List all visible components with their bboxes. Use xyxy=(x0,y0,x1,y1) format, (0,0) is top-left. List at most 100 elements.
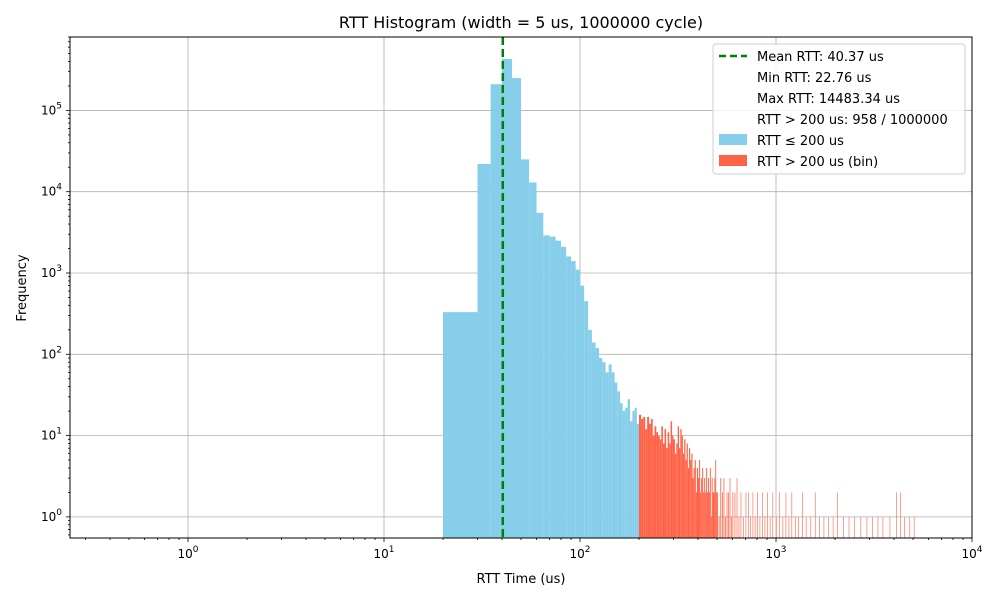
histogram-bar xyxy=(699,460,701,538)
y-tick-label: 104 xyxy=(41,183,62,199)
histogram-bar xyxy=(588,329,592,538)
histogram-bar xyxy=(639,414,642,538)
histogram-bar xyxy=(723,478,725,538)
histogram-bar xyxy=(810,516,812,538)
histogram-bar xyxy=(695,492,697,538)
histogram-bar xyxy=(698,478,700,538)
legend-min-label: Min RTT: 22.76 us xyxy=(757,71,872,86)
histogram-bar xyxy=(627,399,631,538)
histogram-bar xyxy=(657,435,660,538)
histogram-bar xyxy=(681,435,683,538)
histogram-bar xyxy=(882,516,884,538)
histogram-bar xyxy=(662,443,665,538)
histogram-bar xyxy=(477,163,491,538)
histogram-bar xyxy=(634,407,637,538)
histogram-bar xyxy=(703,492,705,538)
histogram-bar xyxy=(788,516,790,538)
histogram-bar xyxy=(706,467,708,538)
histogram-bar xyxy=(721,492,723,538)
histogram-bar xyxy=(512,78,521,538)
x-axis-ticks: 100 101 102 103 104 xyxy=(85,538,983,561)
y-tick-label: 105 xyxy=(41,101,62,117)
histogram-bar xyxy=(872,516,873,538)
legend-normal-label: RTT ≤ 200 us xyxy=(757,134,844,149)
histogram-bar xyxy=(625,407,628,538)
histogram-bar xyxy=(682,453,685,538)
histogram-bar xyxy=(689,448,691,538)
histogram-bar xyxy=(670,421,673,538)
histogram-bar xyxy=(726,492,728,538)
histogram-bar xyxy=(748,492,749,538)
histogram-bar xyxy=(690,460,692,538)
histogram-bar xyxy=(712,492,714,538)
histogram-bar xyxy=(608,364,612,538)
histogram-bar xyxy=(805,516,807,538)
histogram-bar xyxy=(614,382,618,538)
y-tick-label: 102 xyxy=(41,345,62,361)
histogram-bar xyxy=(754,516,756,538)
histogram-bar xyxy=(819,516,820,538)
histogram-bar xyxy=(837,492,838,538)
histogram-bar xyxy=(521,159,530,538)
histogram-bar xyxy=(672,435,674,538)
y-tick-label: 101 xyxy=(41,427,62,443)
histogram-bar xyxy=(543,235,550,538)
bars-outlier-series xyxy=(639,414,915,538)
legend-outlier-label: RTT > 200 us (bin) xyxy=(757,155,878,170)
x-tick-label: 101 xyxy=(373,545,394,561)
histogram-bar xyxy=(814,492,816,538)
histogram-bar xyxy=(645,429,648,538)
histogram-bar xyxy=(667,432,670,538)
histogram-bar xyxy=(843,516,844,538)
histogram-bar xyxy=(728,492,729,538)
histogram-bar xyxy=(716,492,717,538)
histogram-bar xyxy=(767,492,768,538)
x-tick-label: 104 xyxy=(961,545,982,561)
legend-normal-swatch xyxy=(719,134,747,145)
histogram-bar xyxy=(853,516,855,538)
chart-title: RTT Histogram (width = 5 us, 1000000 cyc… xyxy=(339,13,703,32)
histogram-bar xyxy=(734,492,736,538)
histogram-bar xyxy=(566,256,572,538)
x-tick-label: 103 xyxy=(765,545,786,561)
histogram-bar xyxy=(636,423,640,538)
histogram-bar xyxy=(696,467,699,538)
histogram-bar xyxy=(684,439,686,538)
histogram-bar xyxy=(731,516,732,538)
histogram-bar xyxy=(702,467,704,538)
bars-normal-series xyxy=(443,58,640,539)
histogram-bar xyxy=(718,516,720,538)
histogram-bar xyxy=(823,516,825,538)
y-axis-label: Frequency xyxy=(15,254,30,321)
y-tick-label: 103 xyxy=(41,264,62,280)
histogram-bar xyxy=(571,261,576,538)
histogram-bar xyxy=(791,492,793,538)
histogram-bar xyxy=(656,432,658,538)
histogram-bar xyxy=(779,492,780,538)
histogram-bar xyxy=(866,516,868,538)
histogram-bar xyxy=(704,478,706,538)
histogram-bar xyxy=(782,516,784,538)
histogram-bar xyxy=(913,516,915,538)
histogram-bar xyxy=(620,403,623,538)
histogram-bar xyxy=(580,285,585,538)
histogram-bar xyxy=(762,492,763,538)
histogram-bar xyxy=(674,453,677,538)
histogram-bar xyxy=(691,453,693,538)
histogram-bar xyxy=(877,516,879,538)
histogram-bar xyxy=(679,448,681,538)
histogram-bar xyxy=(605,372,609,538)
histogram-bar xyxy=(716,492,718,538)
y-axis-ticks: 100 101 102 103 104 105 xyxy=(41,36,70,536)
histogram-bar xyxy=(802,492,803,538)
histogram-bar xyxy=(622,411,626,538)
histogram-bar xyxy=(752,492,754,538)
histogram-bar xyxy=(443,312,462,538)
histogram-bar xyxy=(794,516,796,538)
histogram-bar xyxy=(669,443,671,538)
histogram-bar xyxy=(757,492,758,538)
histogram-bar xyxy=(848,516,850,538)
histogram-bar xyxy=(677,426,680,538)
histogram-bar xyxy=(745,492,747,538)
